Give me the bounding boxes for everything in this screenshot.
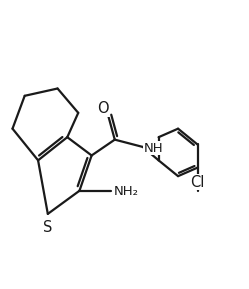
Text: NH: NH <box>144 142 164 155</box>
Text: NH₂: NH₂ <box>114 186 138 199</box>
Text: Cl: Cl <box>190 175 205 190</box>
Text: S: S <box>43 220 53 235</box>
Text: O: O <box>97 101 109 116</box>
